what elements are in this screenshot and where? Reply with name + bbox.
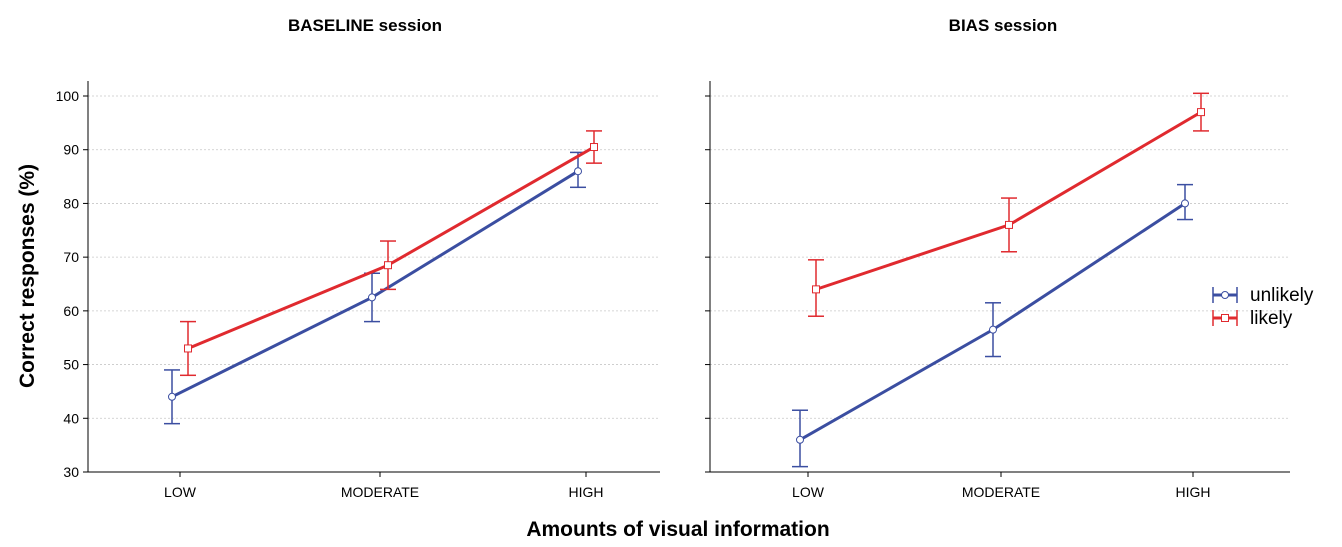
bias-panel: LOW MODERATE HIGH bbox=[705, 81, 1290, 500]
x-axis-label: Amounts of visual information bbox=[526, 518, 829, 541]
legend-label-likely: likely bbox=[1250, 308, 1293, 329]
x-tick-label: MODERATE bbox=[962, 484, 1040, 500]
x-tick-label: LOW bbox=[792, 484, 825, 500]
y-tick-label: 50 bbox=[63, 357, 79, 373]
data-point-likely bbox=[1197, 108, 1205, 117]
data-point-likely bbox=[590, 143, 598, 152]
legend-marker-likely bbox=[1221, 314, 1229, 322]
series-line-unlikely bbox=[171, 169, 579, 399]
data-point-likely bbox=[812, 285, 820, 294]
data-point-unlikely bbox=[574, 167, 582, 176]
y-tick-label: 90 bbox=[63, 142, 79, 158]
x-tick-label: MODERATE bbox=[341, 484, 419, 500]
baseline-panel-title: BASELINE session bbox=[288, 16, 442, 35]
series-line-likely bbox=[187, 145, 595, 350]
x-tick-label: HIGH bbox=[569, 484, 604, 500]
data-point-likely bbox=[384, 261, 392, 270]
y-tick-label: 80 bbox=[63, 195, 79, 211]
data-point-unlikely bbox=[796, 435, 804, 444]
legend-label-unlikely: unlikely bbox=[1250, 285, 1314, 306]
data-point-unlikely bbox=[1181, 199, 1189, 208]
data-point-unlikely bbox=[989, 325, 997, 334]
y-tick-label: 100 bbox=[56, 88, 80, 104]
data-point-unlikely bbox=[368, 293, 376, 302]
y-axis-label: Correct responses (%) bbox=[16, 164, 39, 388]
data-point-unlikely bbox=[168, 392, 176, 401]
bias-panel-title: BIAS session bbox=[949, 16, 1058, 35]
baseline-panel: 30 40 50 60 70 80 90 100 LOW MODERATE HIGH bbox=[56, 81, 660, 500]
data-point-likely bbox=[1005, 220, 1013, 229]
y-tick-label: 70 bbox=[63, 249, 79, 265]
y-tick-label: 40 bbox=[63, 410, 79, 426]
x-tick-label: HIGH bbox=[1176, 484, 1211, 500]
legend-marker-unlikely bbox=[1221, 291, 1229, 299]
y-tick-label: 30 bbox=[63, 464, 79, 480]
x-tick-label: LOW bbox=[164, 484, 197, 500]
y-tick-label: 60 bbox=[63, 303, 79, 319]
data-point-likely bbox=[184, 344, 192, 353]
